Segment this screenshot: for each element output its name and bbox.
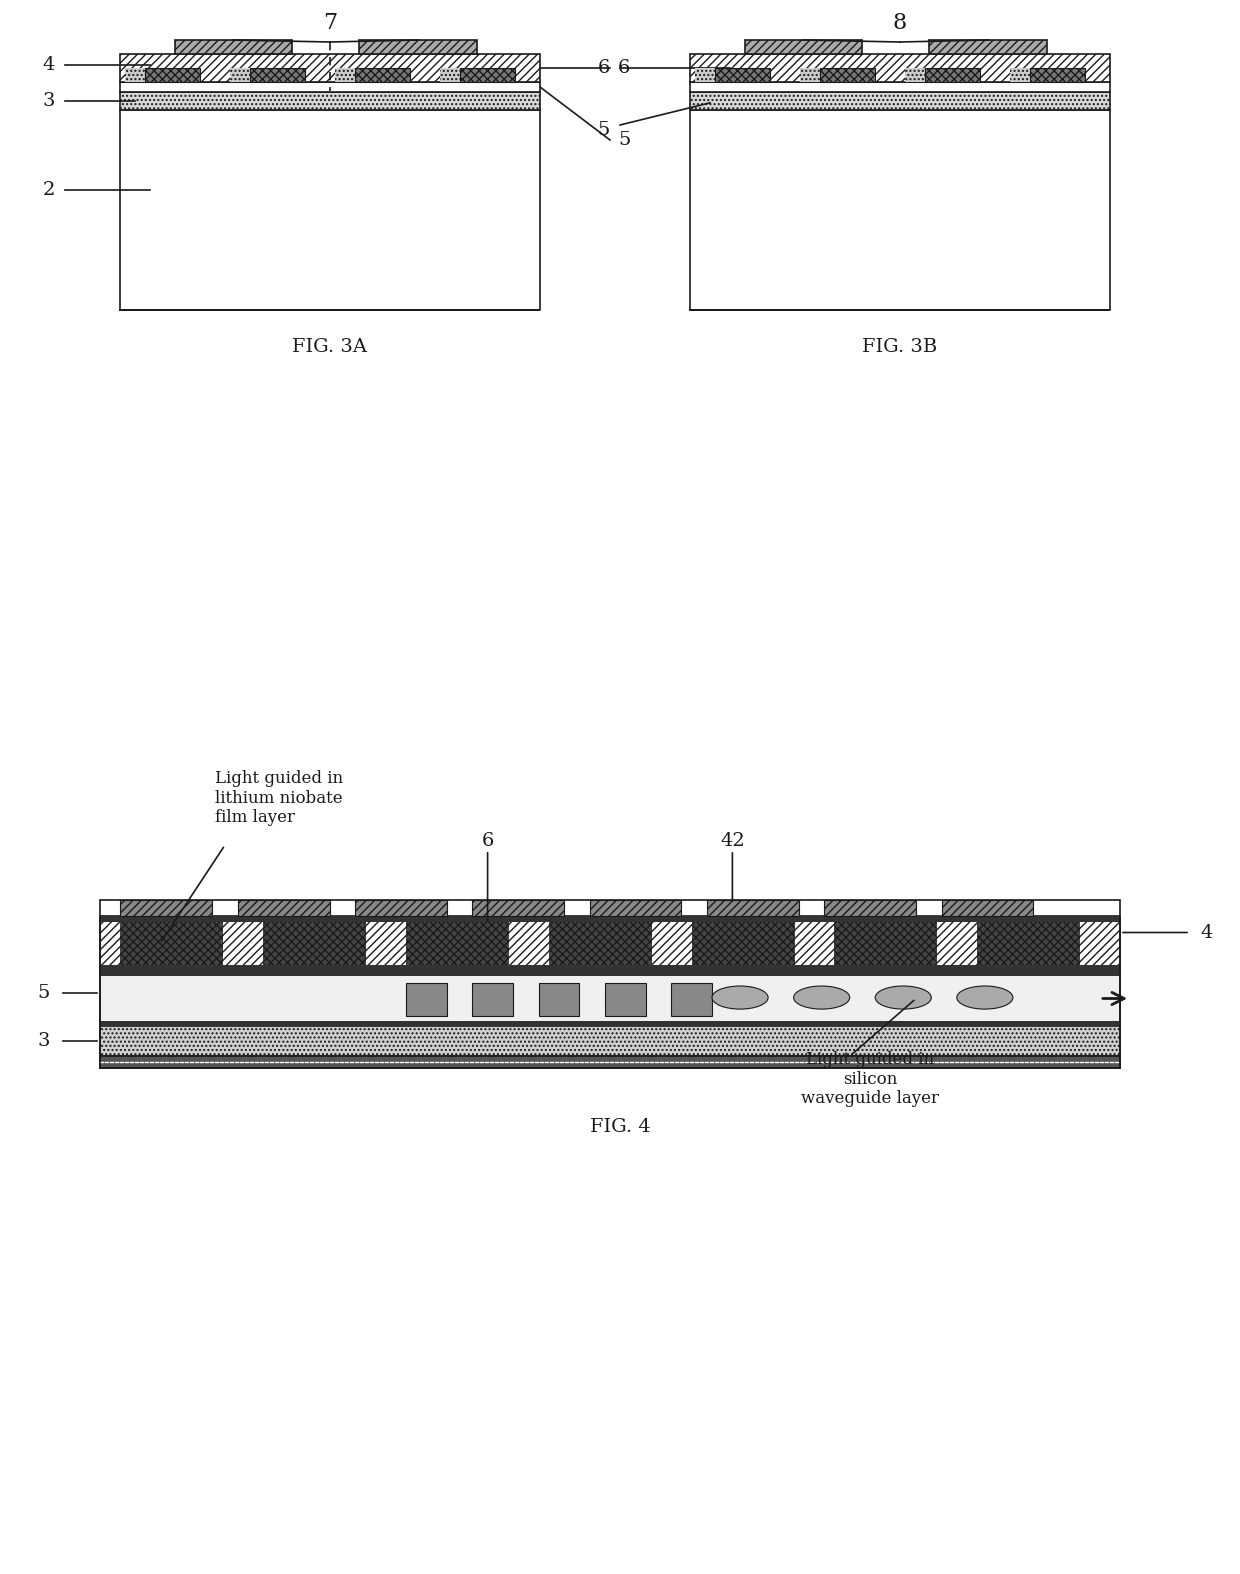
Text: 5: 5 — [598, 121, 610, 139]
Bar — [472, 984, 513, 1015]
Bar — [405, 984, 446, 1015]
Bar — [472, 900, 564, 916]
Bar — [689, 82, 1110, 91]
Bar — [145, 68, 200, 82]
Ellipse shape — [794, 985, 849, 1009]
Bar — [835, 919, 936, 966]
Text: 4: 4 — [42, 57, 55, 74]
Bar — [100, 1026, 1120, 1056]
Ellipse shape — [712, 985, 768, 1009]
Bar — [689, 54, 1110, 82]
Bar — [120, 82, 539, 91]
Bar — [440, 68, 460, 82]
Bar — [231, 68, 250, 82]
Text: 42: 42 — [720, 833, 745, 850]
Bar — [800, 68, 820, 82]
Bar — [689, 110, 1110, 310]
Bar — [250, 68, 305, 82]
Bar — [671, 984, 712, 1015]
Bar — [825, 900, 916, 916]
Bar — [820, 68, 874, 82]
Bar — [100, 1022, 1120, 1026]
Text: 6: 6 — [598, 58, 610, 77]
Bar — [1030, 68, 1085, 82]
Text: 2: 2 — [42, 181, 55, 198]
Bar — [689, 91, 1110, 110]
Bar — [100, 900, 1120, 1069]
Bar — [335, 68, 355, 82]
Text: FIG. 3B: FIG. 3B — [862, 338, 937, 356]
Bar — [696, 68, 715, 82]
Bar — [100, 965, 1120, 971]
Text: 6: 6 — [618, 58, 630, 77]
Bar — [538, 984, 579, 1015]
Bar — [175, 39, 293, 54]
Bar — [263, 919, 366, 966]
Bar — [905, 68, 925, 82]
Text: Light guided in
lithium niobate
film layer: Light guided in lithium niobate film lay… — [215, 770, 343, 826]
Bar — [1011, 68, 1030, 82]
Text: 8: 8 — [893, 13, 908, 35]
Text: 4: 4 — [1200, 924, 1213, 941]
Bar — [100, 971, 1120, 1026]
Text: Light guided in
silicon
waveguide layer: Light guided in silicon waveguide layer — [801, 1051, 939, 1107]
Bar — [707, 900, 799, 916]
Text: FIG. 4: FIG. 4 — [590, 1118, 650, 1136]
Bar — [941, 900, 1033, 916]
Bar — [460, 68, 515, 82]
Bar — [692, 919, 794, 966]
Bar — [715, 68, 770, 82]
Text: 5: 5 — [618, 131, 630, 150]
Bar — [605, 984, 646, 1015]
Bar — [549, 919, 651, 966]
Text: 6: 6 — [481, 833, 494, 850]
Bar — [744, 39, 862, 54]
Bar — [925, 68, 980, 82]
Bar — [238, 900, 330, 916]
Bar — [355, 900, 446, 916]
Bar — [100, 1056, 1120, 1069]
Bar — [120, 54, 539, 82]
Bar — [120, 900, 212, 916]
Bar — [405, 919, 508, 966]
Bar — [100, 916, 1120, 971]
Bar — [120, 919, 222, 966]
Ellipse shape — [875, 985, 931, 1009]
Text: FIG. 3A: FIG. 3A — [293, 338, 367, 356]
Text: 3: 3 — [37, 1033, 50, 1050]
Bar — [100, 916, 1120, 922]
Text: 5: 5 — [37, 984, 50, 1003]
Bar — [100, 971, 1120, 976]
Bar — [589, 900, 682, 916]
Bar — [977, 919, 1079, 966]
Bar — [120, 91, 539, 110]
Text: 7: 7 — [322, 13, 337, 35]
Ellipse shape — [957, 985, 1013, 1009]
Bar — [125, 68, 145, 82]
Bar — [120, 110, 539, 310]
Bar — [355, 68, 409, 82]
Bar — [360, 39, 477, 54]
Text: 3: 3 — [42, 91, 55, 110]
Bar — [930, 39, 1047, 54]
